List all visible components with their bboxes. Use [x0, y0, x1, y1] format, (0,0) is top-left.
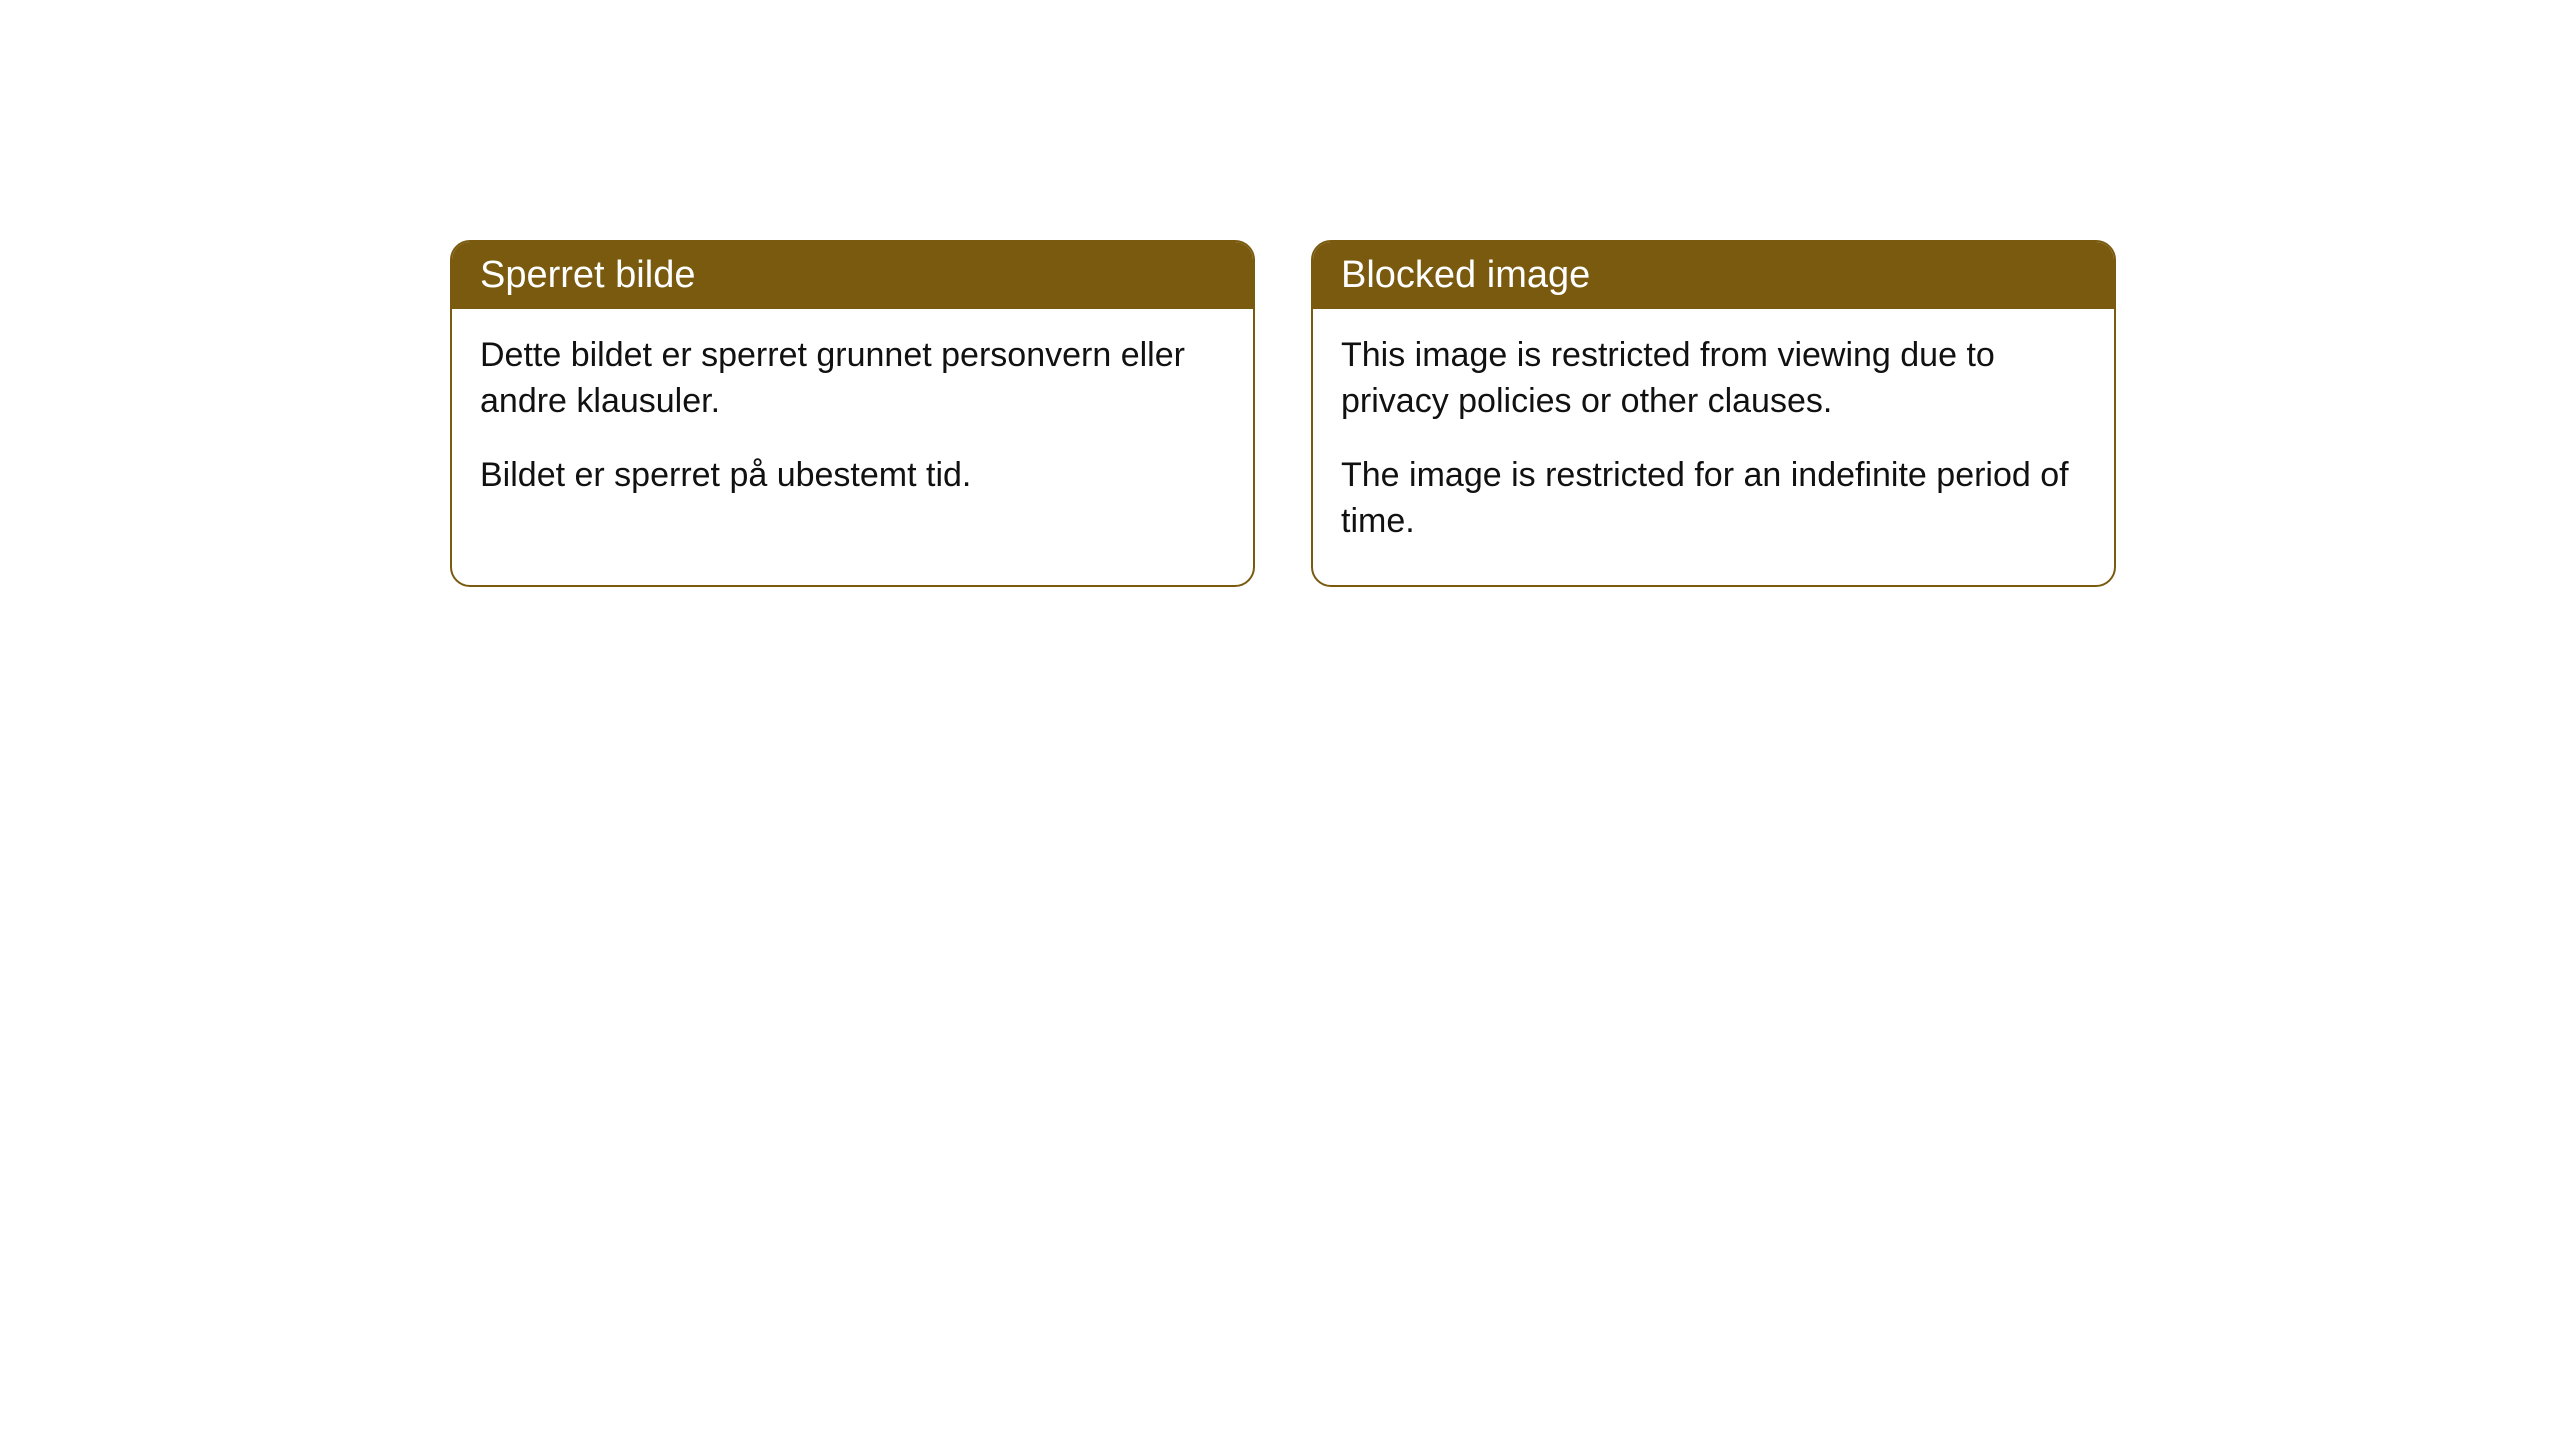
card-title-en: Blocked image	[1341, 254, 1590, 296]
card-header-en: Blocked image	[1313, 242, 2114, 309]
card-para2-en: The image is restricted for an indefinit…	[1341, 453, 2086, 545]
card-body-no: Dette bildet er sperret grunnet personve…	[452, 309, 1253, 539]
card-body-en: This image is restricted from viewing du…	[1313, 309, 2114, 585]
notice-container: Sperret bilde Dette bildet er sperret gr…	[450, 240, 2560, 587]
card-para1-en: This image is restricted from viewing du…	[1341, 333, 2086, 425]
card-title-no: Sperret bilde	[480, 254, 695, 296]
blocked-image-card-no: Sperret bilde Dette bildet er sperret gr…	[450, 240, 1255, 587]
card-para1-no: Dette bildet er sperret grunnet personve…	[480, 333, 1225, 425]
blocked-image-card-en: Blocked image This image is restricted f…	[1311, 240, 2116, 587]
card-para2-no: Bildet er sperret på ubestemt tid.	[480, 453, 1225, 499]
card-header-no: Sperret bilde	[452, 242, 1253, 309]
